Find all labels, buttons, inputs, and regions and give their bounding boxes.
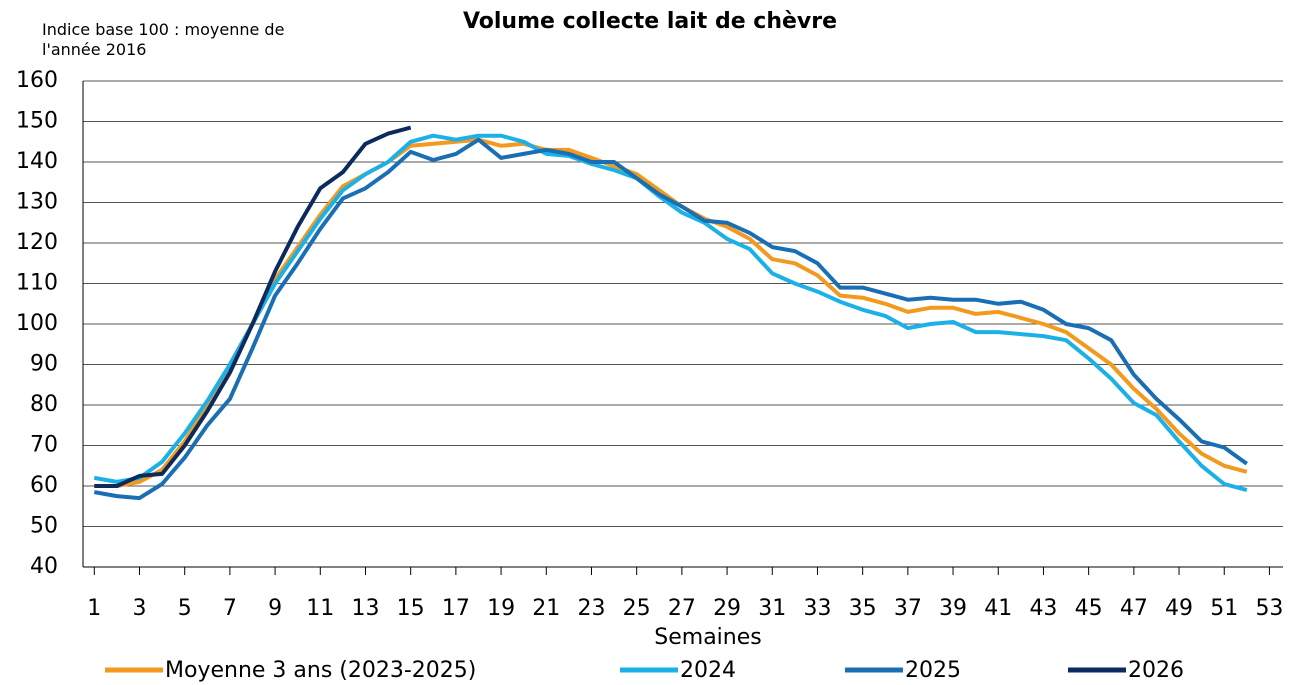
x-tick-label: 21 xyxy=(532,596,560,621)
x-tick-label: 51 xyxy=(1210,596,1238,621)
x-tick-label: 7 xyxy=(223,596,237,621)
x-tick-label: 45 xyxy=(1075,596,1103,621)
series-line xyxy=(93,137,1248,501)
y-tick-label: 120 xyxy=(16,230,58,255)
y-tick-label: 100 xyxy=(16,311,58,336)
y-tick-label: 130 xyxy=(16,190,58,215)
y-tick-label: 40 xyxy=(30,554,58,579)
x-tick-label: 25 xyxy=(623,596,651,621)
legend-label: Moyenne 3 ans (2023-2025) xyxy=(165,658,476,683)
chart-title: Volume collecte lait de chèvre xyxy=(463,9,837,34)
legend-label: 2024 xyxy=(680,658,736,683)
y-tick-label: 60 xyxy=(30,473,58,498)
x-tick-label: 39 xyxy=(939,596,967,621)
x-tick-label: 37 xyxy=(894,596,922,621)
x-tick-label: 13 xyxy=(351,596,379,621)
series-line xyxy=(93,133,1248,493)
x-tick-label: 9 xyxy=(268,596,282,621)
legend-label: 2026 xyxy=(1128,658,1184,683)
x-tick-label: 31 xyxy=(758,596,786,621)
x-tick-label: 47 xyxy=(1120,596,1148,621)
x-tick-label: 15 xyxy=(397,596,425,621)
y-tick-label: 150 xyxy=(16,109,58,134)
x-tick-label: 23 xyxy=(577,596,605,621)
y-tick-label: 80 xyxy=(30,392,58,417)
y-tick-label: 50 xyxy=(30,514,58,539)
x-tick-label: 49 xyxy=(1165,596,1193,621)
x-tick-label: 3 xyxy=(132,596,146,621)
y-tick-label: 70 xyxy=(30,433,58,458)
x-axis-label: Semaines xyxy=(654,625,761,650)
x-tick-label: 29 xyxy=(713,596,741,621)
x-tick-label: 33 xyxy=(803,596,831,621)
legend-label: 2025 xyxy=(905,658,961,683)
x-tick-label: 17 xyxy=(442,596,470,621)
x-tick-label: 5 xyxy=(178,596,192,621)
x-tick-label: 19 xyxy=(487,596,515,621)
series-line xyxy=(94,125,412,488)
y-tick-label: 140 xyxy=(16,149,58,174)
x-tick-label: 43 xyxy=(1029,596,1057,621)
x-tick-label: 41 xyxy=(984,596,1012,621)
x-tick-label: 27 xyxy=(668,596,696,621)
y-axis-label: Indice base 100 : moyenne de l'année 201… xyxy=(42,20,285,59)
x-tick-label: 1 xyxy=(87,596,101,621)
x-tick-label: 11 xyxy=(306,596,334,621)
y-tick-label: 160 xyxy=(16,68,58,93)
x-tick-label: 53 xyxy=(1255,596,1283,621)
x-tick-label: 35 xyxy=(849,596,877,621)
y-tick-label: 110 xyxy=(16,271,58,296)
y-tick-label: 90 xyxy=(30,352,58,377)
